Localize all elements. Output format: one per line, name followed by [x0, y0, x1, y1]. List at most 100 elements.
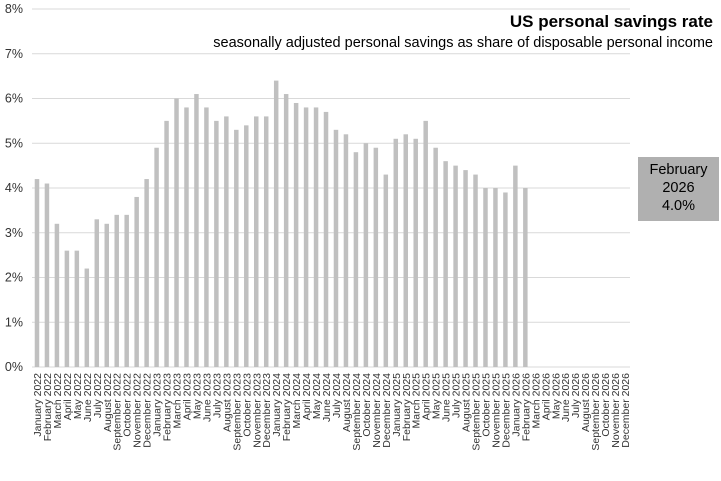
bar — [293, 102, 299, 367]
x-tick-label: January 2026 — [510, 373, 522, 437]
bar — [194, 94, 199, 368]
bar — [363, 143, 369, 367]
x-tick-label: March 2022 — [52, 373, 64, 429]
y-tick-label: 7% — [5, 47, 23, 61]
bar — [283, 94, 289, 368]
bar — [34, 179, 40, 367]
bar — [94, 219, 100, 367]
bar — [523, 188, 528, 367]
y-tick-label: 2% — [5, 271, 23, 285]
x-tick-label: May 2022 — [72, 373, 84, 419]
bar — [224, 116, 229, 368]
bar — [263, 116, 269, 368]
x-tick-label: June 2026 — [560, 373, 572, 422]
bar — [124, 214, 129, 367]
bar — [303, 107, 309, 367]
x-tick-label: March 2026 — [530, 373, 542, 429]
x-tick-label: October 2025 — [480, 373, 492, 437]
x-tick-label: January 2025 — [391, 373, 403, 437]
x-tick-label: May 2026 — [550, 373, 562, 419]
x-tick-label: July 2023 — [211, 373, 223, 418]
x-tick-label: November 2026 — [610, 373, 622, 448]
bar — [184, 107, 189, 367]
x-tick-label: December 2026 — [620, 373, 632, 448]
bar — [403, 134, 408, 367]
bar — [204, 107, 209, 367]
x-tick-label: January 2024 — [271, 373, 283, 437]
bar — [323, 111, 329, 367]
bars — [34, 80, 528, 368]
x-tick-label: July 2026 — [570, 373, 582, 418]
y-tick-label: 8% — [5, 2, 23, 16]
bar — [154, 147, 159, 367]
y-tick-label: 1% — [5, 315, 23, 329]
bar — [513, 165, 518, 367]
x-tick-label: May 2025 — [431, 373, 443, 419]
x-tick-label: September 2025 — [471, 373, 483, 451]
bar — [353, 152, 359, 367]
x-tick-label: November 2024 — [371, 373, 383, 448]
x-tick-label: July 2024 — [331, 373, 343, 418]
bar — [64, 250, 70, 367]
callout-year: 2026 — [662, 180, 695, 196]
bar — [373, 147, 379, 367]
x-tick-label: September 2023 — [231, 373, 243, 451]
x-tick-label: February 2022 — [42, 373, 54, 441]
x-tick-label: June 2023 — [201, 373, 213, 422]
x-tick-label: January 2022 — [32, 373, 44, 437]
x-tick-label: August 2023 — [221, 373, 233, 432]
y-tick-label: 0% — [5, 360, 23, 374]
x-tick-label: May 2023 — [191, 373, 203, 419]
bar — [114, 214, 119, 367]
x-tick-label: June 2025 — [441, 373, 453, 422]
bar — [383, 174, 389, 367]
x-tick-label: February 2023 — [162, 373, 174, 441]
bar — [493, 188, 498, 367]
x-tick-label: April 2022 — [62, 373, 74, 420]
x-tick-label: April 2023 — [181, 373, 193, 420]
x-tick-label: August 2022 — [102, 373, 114, 432]
gridlines — [32, 8, 630, 368]
bar — [473, 174, 478, 367]
bar — [254, 116, 259, 368]
x-tick-label: December 2025 — [500, 373, 512, 448]
x-tick-label: December 2022 — [142, 373, 154, 448]
x-tick-label: November 2022 — [132, 373, 144, 448]
bar — [433, 147, 438, 367]
bar — [453, 165, 458, 367]
bar — [234, 129, 239, 367]
x-tick-label: January 2023 — [152, 373, 164, 437]
x-tick-label: February 2025 — [401, 373, 413, 441]
x-tick-label: April 2026 — [540, 373, 552, 420]
bar — [273, 80, 279, 367]
x-tick-label: December 2023 — [261, 373, 273, 448]
x-tick-label: August 2024 — [341, 373, 353, 432]
bar — [244, 125, 249, 367]
x-tick-label: September 2022 — [112, 373, 124, 451]
bar — [333, 129, 339, 367]
x-tick-label: June 2024 — [321, 373, 333, 422]
bar — [313, 107, 319, 367]
chart-title: US personal savings rate — [509, 12, 713, 31]
bar — [74, 250, 80, 367]
y-tick-label: 4% — [5, 181, 23, 195]
x-tick-label: July 2025 — [451, 373, 463, 418]
bar — [463, 170, 468, 367]
bar — [164, 120, 169, 367]
bar — [104, 223, 109, 367]
x-tick-label: February 2024 — [281, 373, 293, 441]
x-tick-label: February 2026 — [520, 373, 532, 441]
bar — [443, 161, 448, 367]
bar — [144, 179, 149, 367]
y-tick-label: 5% — [5, 136, 23, 150]
x-tick-label: August 2026 — [580, 373, 592, 432]
bar — [44, 183, 50, 367]
x-tick-label: October 2022 — [122, 373, 134, 437]
y-axis-ticks: 0% 1% 2% 3% 4% 5% 6% 7% 8% — [5, 2, 23, 374]
bar — [423, 120, 428, 367]
x-tick-label: August 2025 — [461, 373, 473, 432]
bar — [84, 268, 90, 367]
latest-value-callout: February 2026 4.0% — [638, 157, 719, 221]
